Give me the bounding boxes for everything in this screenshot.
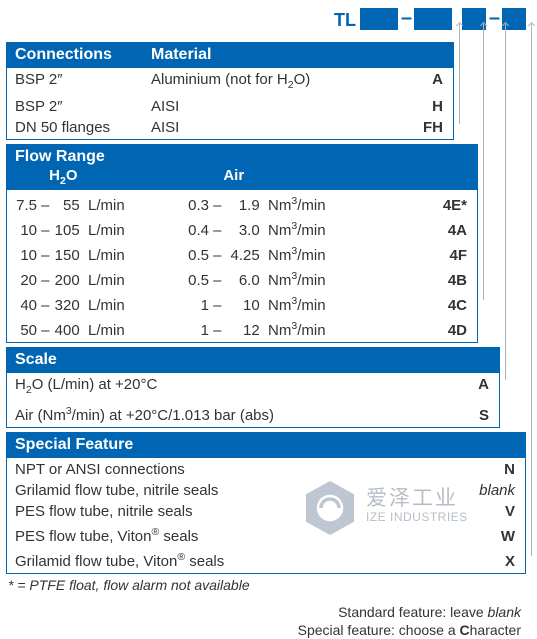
special-header: Special Feature: [7, 433, 525, 458]
scale-title: Scale: [15, 351, 57, 369]
code-dash-2: –: [489, 7, 500, 30]
scale-header: Scale: [7, 348, 499, 373]
code-col: blank: [479, 480, 517, 501]
ref-line-1: [459, 24, 460, 124]
air-range: 1 – 12 Nm3/min: [183, 316, 415, 341]
table-row: BSP 2″Aluminium (not for H2O) A: [7, 69, 453, 96]
ref-line-3: [505, 24, 506, 380]
code-col: A: [478, 374, 491, 395]
special-text: Grilamid flow tube, Viton® seals: [15, 547, 224, 572]
special-title: Special Feature: [15, 436, 133, 454]
h2o-range: 7.5 – 55 L/min: [15, 195, 183, 216]
bottom-notes: Standard feature: leave blank Special fe…: [6, 603, 527, 639]
table-row: Grilamid flow tube, nitrile seals blank: [7, 480, 525, 501]
table-row: NPT or ANSI connections N: [7, 459, 525, 480]
table-row: H2O (L/min) at +20°C A: [7, 374, 499, 401]
air-range: 0.4 – 3.0 Nm3/min: [183, 216, 415, 241]
scale-section: Scale H2O (L/min) at +20°C A Air (Nm3/min)…: [6, 347, 500, 428]
flow-air-label: Air: [223, 167, 244, 184]
code-col: 4A: [448, 220, 469, 241]
product-code-row: TL – –: [6, 8, 527, 36]
code-col: FH: [423, 117, 445, 138]
conn-col: BSP 2″: [15, 69, 151, 90]
code-col: A: [432, 69, 445, 90]
table-row: Grilamid flow tube, Viton® seals X: [7, 547, 525, 572]
code-col: W: [501, 526, 517, 547]
table-row: DN 50 flangesAISI FH: [7, 117, 453, 138]
h2o-range: 10 – 105 L/min: [15, 220, 183, 241]
scale-text: Air (Nm3/min) at +20°C/1.013 bar (abs): [15, 401, 274, 426]
connections-header: Connections Material: [7, 43, 453, 68]
table-row: 50 – 400 L/min1 – 12 Nm3/min 4D: [7, 316, 477, 341]
mat-col: Aluminium (not for H2O): [151, 69, 391, 96]
table-row: 20 – 200 L/min0.5 – 6.0 Nm3/min 4B: [7, 266, 477, 291]
code-col: 4C: [448, 295, 469, 316]
h2o-range: 40 – 320 L/min: [15, 295, 183, 316]
flow-range-title: Flow Range: [15, 148, 105, 165]
code-col: V: [505, 501, 517, 522]
special-text: Grilamid flow tube, nitrile seals: [15, 480, 218, 501]
code-col: 4B: [448, 270, 469, 291]
flow-range-header: Flow Range H2O Air: [7, 145, 477, 190]
table-row: 40 – 320 L/min1 – 10 Nm3/min 4C: [7, 291, 477, 316]
ref-line-4: [531, 24, 532, 556]
code-dash-1: –: [401, 7, 412, 30]
scale-text: H2O (L/min) at +20°C: [15, 374, 157, 401]
table-row: 10 – 150 L/min0.5 – 4.25 Nm3/min 4F: [7, 241, 477, 266]
flow-h2o-label: H2O: [49, 167, 77, 184]
special-section: Special Feature NPT or ANSI connectionsN…: [6, 432, 526, 574]
mat-col: AISI: [151, 96, 391, 117]
conn-col: BSP 2″: [15, 96, 151, 117]
table-row: PES flow tube, nitrile seals V: [7, 501, 525, 522]
special-text: PES flow tube, Viton® seals: [15, 522, 198, 547]
h2o-range: 20 – 200 L/min: [15, 270, 183, 291]
table-row: 7.5 – 55 L/min0.3 – 1.9 Nm3/min 4E*: [7, 191, 477, 216]
note-standard: Standard feature: leave blank: [6, 603, 521, 621]
conn-col: DN 50 flanges: [15, 117, 151, 138]
code-prefix: TL: [334, 10, 356, 31]
code-col: H: [432, 96, 445, 117]
air-range: 1 – 10 Nm3/min: [183, 291, 415, 316]
h2o-range: 10 – 150 L/min: [15, 245, 183, 266]
special-text: NPT or ANSI connections: [15, 459, 185, 480]
connections-section: Connections Material BSP 2″Aluminium (no…: [6, 42, 454, 140]
code-box-1: [360, 8, 398, 30]
h2o-range: 50 – 400 L/min: [15, 320, 183, 341]
air-range: 0.5 – 6.0 Nm3/min: [183, 266, 415, 291]
table-row: 10 – 105 L/min0.4 – 3.0 Nm3/min 4A: [7, 216, 477, 241]
footnote: * = PTFE float, flow alarm not available: [6, 577, 527, 593]
table-row: Air (Nm3/min) at +20°C/1.013 bar (abs) S: [7, 401, 499, 426]
code-col: N: [504, 459, 517, 480]
air-range: 0.3 – 1.9 Nm3/min: [183, 191, 415, 216]
flow-range-section: Flow Range H2O Air 7.5 – 55 L/min0.3 – 1…: [6, 144, 478, 343]
connections-header-col1: Connections: [15, 46, 151, 64]
code-col: 4F: [449, 245, 469, 266]
code-box-2: [414, 8, 452, 30]
special-text: PES flow tube, nitrile seals: [15, 501, 193, 522]
table-row: BSP 2″AISI H: [7, 96, 453, 117]
code-col: 4E*: [443, 195, 469, 216]
note-special: Special feature: choose a Character: [6, 621, 521, 639]
mat-col: AISI: [151, 117, 391, 138]
table-row: PES flow tube, Viton® seals W: [7, 522, 525, 547]
ref-line-2: [483, 24, 484, 300]
connections-header-col2: Material: [151, 46, 211, 64]
code-col: S: [479, 405, 491, 426]
code-col: X: [505, 551, 517, 572]
code-col: 4D: [448, 320, 469, 341]
air-range: 0.5 – 4.25 Nm3/min: [183, 241, 415, 266]
